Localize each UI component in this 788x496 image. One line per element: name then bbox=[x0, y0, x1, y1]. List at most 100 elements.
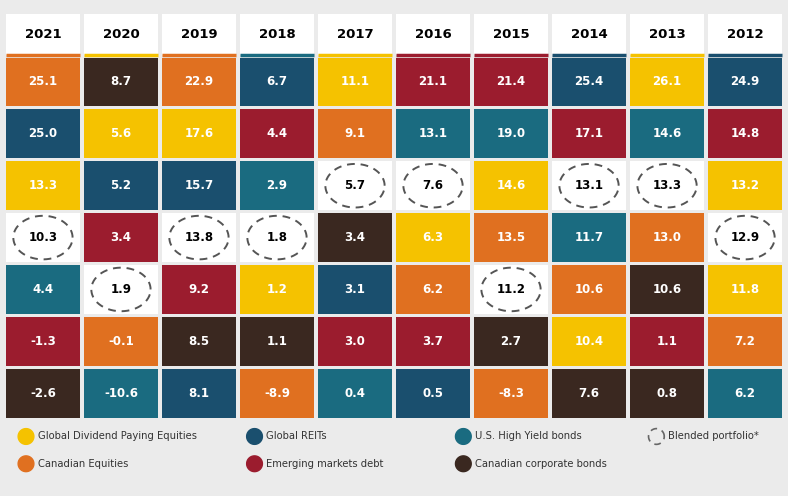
Text: 2018: 2018 bbox=[258, 28, 296, 41]
Text: 10.3: 10.3 bbox=[28, 231, 58, 244]
Text: 6.2: 6.2 bbox=[734, 387, 756, 400]
Text: 13.5: 13.5 bbox=[496, 231, 526, 244]
Bar bbox=[162, 317, 236, 366]
Text: 2012: 2012 bbox=[727, 28, 764, 41]
Text: 15.7: 15.7 bbox=[184, 179, 214, 192]
Bar bbox=[708, 14, 782, 55]
Bar bbox=[240, 161, 314, 210]
Bar bbox=[84, 14, 158, 55]
Text: 9.1: 9.1 bbox=[344, 127, 366, 140]
Bar bbox=[240, 369, 314, 418]
Text: 11.2: 11.2 bbox=[496, 283, 526, 296]
Bar bbox=[708, 58, 782, 107]
Bar bbox=[240, 14, 314, 55]
Bar bbox=[630, 265, 704, 314]
Text: Blended portfolio*: Blended portfolio* bbox=[668, 432, 759, 441]
Text: 7.2: 7.2 bbox=[734, 335, 756, 348]
Bar bbox=[552, 369, 626, 418]
Text: 17.6: 17.6 bbox=[184, 127, 214, 140]
Text: 8.7: 8.7 bbox=[110, 75, 132, 88]
Bar bbox=[630, 161, 704, 210]
Bar bbox=[318, 58, 392, 107]
Bar bbox=[84, 58, 158, 107]
Bar bbox=[552, 14, 626, 55]
Text: -10.6: -10.6 bbox=[104, 387, 138, 400]
Bar bbox=[396, 58, 470, 107]
Bar bbox=[708, 317, 782, 366]
Text: 3.7: 3.7 bbox=[422, 335, 444, 348]
Text: 2017: 2017 bbox=[336, 28, 374, 41]
Text: -1.3: -1.3 bbox=[30, 335, 56, 348]
Text: 25.1: 25.1 bbox=[28, 75, 58, 88]
Text: 13.3: 13.3 bbox=[652, 179, 682, 192]
Text: 13.1: 13.1 bbox=[574, 179, 604, 192]
Text: Canadian Equities: Canadian Equities bbox=[38, 459, 128, 469]
Bar bbox=[162, 14, 236, 55]
Text: 1.2: 1.2 bbox=[266, 283, 288, 296]
Text: 21.4: 21.4 bbox=[496, 75, 526, 88]
Bar bbox=[318, 265, 392, 314]
Bar bbox=[552, 110, 626, 158]
Text: 22.9: 22.9 bbox=[184, 75, 214, 88]
Text: 17.1: 17.1 bbox=[574, 127, 604, 140]
Text: 2.7: 2.7 bbox=[500, 335, 522, 348]
Bar bbox=[708, 110, 782, 158]
Bar bbox=[630, 58, 704, 107]
Bar bbox=[708, 265, 782, 314]
Text: -8.3: -8.3 bbox=[498, 387, 524, 400]
Bar bbox=[162, 265, 236, 314]
Bar bbox=[162, 58, 236, 107]
Bar bbox=[162, 110, 236, 158]
Bar bbox=[240, 265, 314, 314]
Text: 3.1: 3.1 bbox=[344, 283, 366, 296]
Bar bbox=[84, 369, 158, 418]
Bar bbox=[552, 58, 626, 107]
Text: Global REITs: Global REITs bbox=[266, 432, 327, 441]
Polygon shape bbox=[247, 456, 262, 472]
Text: 2021: 2021 bbox=[24, 28, 61, 41]
Text: Emerging markets debt: Emerging markets debt bbox=[266, 459, 384, 469]
Bar bbox=[84, 213, 158, 262]
Bar bbox=[552, 317, 626, 366]
Text: 2019: 2019 bbox=[180, 28, 217, 41]
Text: 13.2: 13.2 bbox=[730, 179, 760, 192]
Bar bbox=[162, 161, 236, 210]
Text: 11.8: 11.8 bbox=[730, 283, 760, 296]
Text: 8.1: 8.1 bbox=[188, 387, 210, 400]
Bar bbox=[474, 58, 548, 107]
Bar bbox=[630, 14, 704, 55]
Bar bbox=[240, 58, 314, 107]
Text: 5.2: 5.2 bbox=[110, 179, 132, 192]
Text: 2.9: 2.9 bbox=[266, 179, 288, 192]
Bar bbox=[474, 110, 548, 158]
Bar bbox=[318, 213, 392, 262]
Text: 2020: 2020 bbox=[102, 28, 139, 41]
Bar bbox=[474, 265, 548, 314]
Text: 3.0: 3.0 bbox=[344, 335, 366, 348]
Text: 25.0: 25.0 bbox=[28, 127, 58, 140]
Bar bbox=[240, 317, 314, 366]
Text: U.S. High Yield bonds: U.S. High Yield bonds bbox=[475, 432, 582, 441]
Text: 3.4: 3.4 bbox=[110, 231, 132, 244]
Text: 1.1: 1.1 bbox=[266, 335, 288, 348]
Text: 21.1: 21.1 bbox=[418, 75, 448, 88]
Text: 5.6: 5.6 bbox=[110, 127, 132, 140]
Bar bbox=[84, 265, 158, 314]
Bar bbox=[6, 265, 80, 314]
Text: 10.6: 10.6 bbox=[574, 283, 604, 296]
Text: 26.1: 26.1 bbox=[652, 75, 682, 88]
Bar bbox=[396, 317, 470, 366]
Text: 13.0: 13.0 bbox=[652, 231, 682, 244]
Bar bbox=[474, 213, 548, 262]
Bar bbox=[474, 369, 548, 418]
Bar bbox=[84, 317, 158, 366]
Bar bbox=[6, 317, 80, 366]
Text: 2016: 2016 bbox=[414, 28, 452, 41]
Bar bbox=[708, 369, 782, 418]
Bar bbox=[396, 213, 470, 262]
Bar bbox=[630, 110, 704, 158]
Bar bbox=[162, 369, 236, 418]
Text: 3.4: 3.4 bbox=[344, 231, 366, 244]
Bar bbox=[6, 213, 80, 262]
Bar bbox=[630, 213, 704, 262]
